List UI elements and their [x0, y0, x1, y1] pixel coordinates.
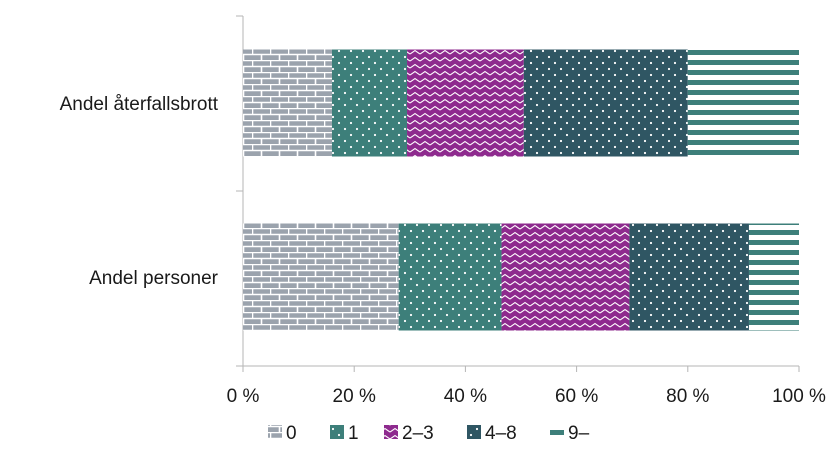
legend-swatch [330, 425, 344, 439]
category-label: Andel personer [89, 268, 219, 289]
bar-segment-personer-0 [243, 223, 399, 331]
x-tick-label: 80 % [666, 386, 709, 407]
x-tick-label: 100 % [772, 386, 826, 407]
bar-segment-aterfallsbrott-0 [243, 49, 332, 157]
bar-segment-personer-4 [748, 223, 799, 331]
bar-segment-aterfallsbrott-4 [687, 49, 799, 157]
legend-swatch [268, 425, 282, 439]
legend-item: 0 [268, 423, 297, 444]
legend-label: 9– [568, 423, 590, 444]
category-label: Andel återfallsbrott [60, 94, 219, 115]
bar-segment-aterfallsbrott-2 [407, 49, 524, 157]
bar-segment-aterfallsbrott-1 [331, 49, 408, 157]
x-tick-label: 20 % [333, 386, 376, 407]
labels: 0 % 20 % 40 % 60 % 80 % 100 % Andel återfallsb… [60, 94, 826, 407]
x-tick-label: 40 % [444, 386, 487, 407]
legend-label: 2–3 [402, 423, 434, 444]
legend-label: 0 [286, 423, 297, 444]
x-tick-label: 60 % [555, 386, 598, 407]
bars [243, 49, 799, 331]
bar-segment-personer-2 [501, 223, 630, 331]
bar-segment-aterfallsbrott-3 [523, 49, 688, 157]
legend: 0 1 2–3 4–8 9– [268, 423, 590, 444]
legend-item: 9– [550, 423, 590, 444]
legend-swatch [550, 425, 564, 439]
legend-label: 4–8 [485, 423, 517, 444]
x-tick-label: 0 % [227, 386, 260, 407]
legend-item: 2–3 [384, 423, 434, 444]
legend-item: 4–8 [467, 423, 517, 444]
legend-swatch [384, 425, 398, 439]
bar-segment-personer-1 [398, 223, 502, 331]
legend-swatch [467, 425, 481, 439]
legend-item: 1 [330, 423, 359, 444]
legend-label: 1 [348, 423, 359, 444]
bar-segment-personer-3 [629, 223, 749, 331]
